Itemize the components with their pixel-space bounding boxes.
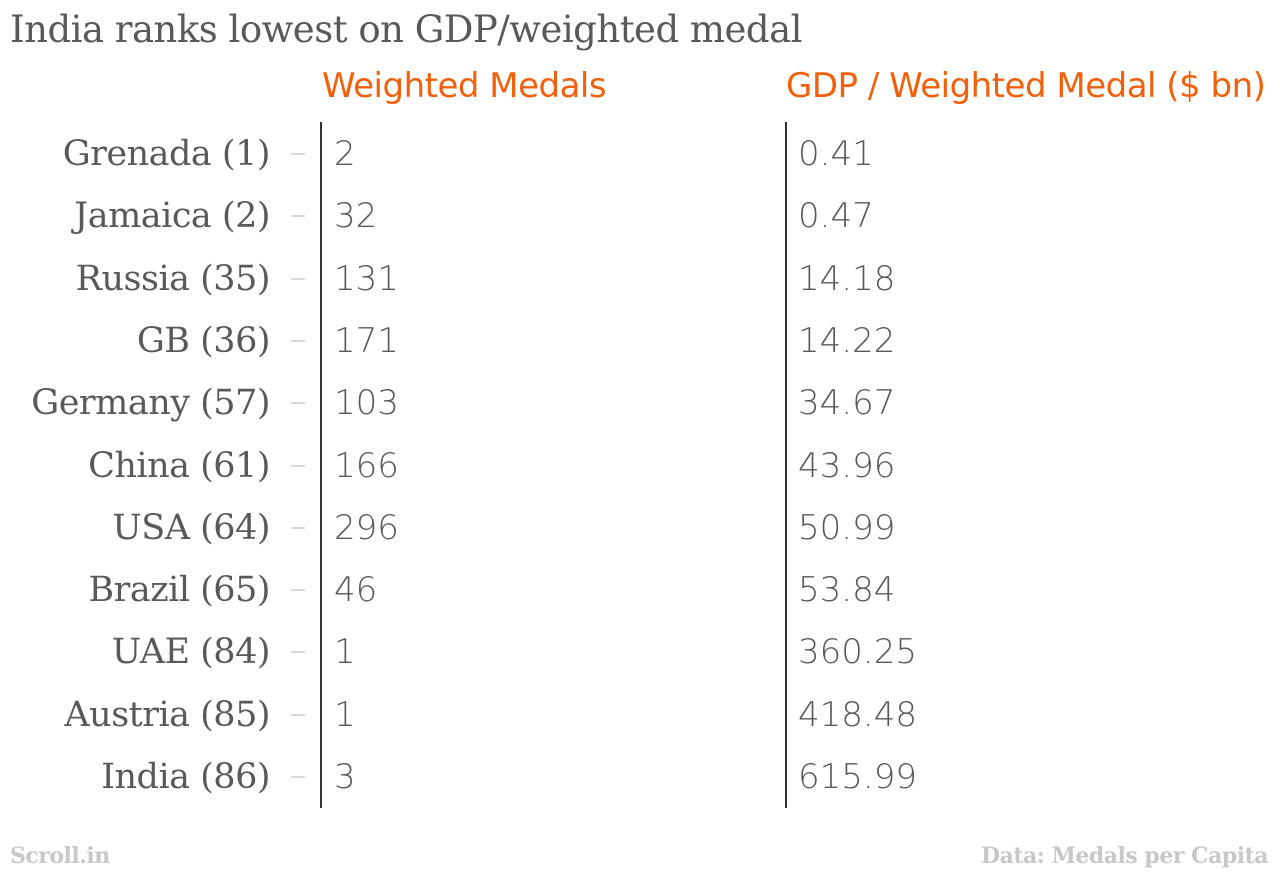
row-tick xyxy=(291,153,305,155)
row-label: Austria (85) xyxy=(64,694,270,735)
gdp-per-medal-value: 43.96 xyxy=(798,445,896,486)
row-tick xyxy=(291,339,305,342)
row-label: China (61) xyxy=(88,445,270,486)
table-row: USA (64) 296 50.99 xyxy=(0,497,1280,559)
table-row: UAE (84) 1 360.25 xyxy=(0,621,1280,683)
table-row: Jamaica (2) 32 0.47 xyxy=(0,185,1280,247)
table-row: China (61) 166 43.96 xyxy=(0,435,1280,497)
row-tick xyxy=(291,277,305,280)
weighted-medals-value: 32 xyxy=(334,196,378,237)
table-row: Austria (85) 1 418.48 xyxy=(0,684,1280,746)
row-label: USA (64) xyxy=(112,507,270,548)
row-label: Grenada (1) xyxy=(62,134,271,174)
row-label: Germany (57) xyxy=(31,383,270,424)
weighted-medals-value: 171 xyxy=(334,320,399,361)
gdp-per-medal-value: 360.25 xyxy=(798,632,917,673)
table-row: Germany (57) 103 34.67 xyxy=(0,372,1280,434)
row-tick xyxy=(291,713,305,716)
column-header-gdp-per-medal: GDP / Weighted Medal ($ bn) xyxy=(786,66,1266,106)
row-label: UAE (84) xyxy=(111,632,271,673)
gdp-per-medal-value: 418.48 xyxy=(798,694,917,735)
row-tick xyxy=(291,464,305,467)
weighted-medals-value: 2 xyxy=(334,134,356,174)
weighted-medals-value: 46 xyxy=(334,570,378,611)
row-tick xyxy=(291,402,305,405)
row-label: Jamaica (2) xyxy=(74,196,270,237)
table-row: Grenada (1) 2 0.41 xyxy=(0,123,1280,185)
gdp-per-medal-value: 34.67 xyxy=(798,383,896,424)
row-tick xyxy=(291,776,305,778)
gdp-per-medal-value: 14.22 xyxy=(798,320,896,361)
table-row: GB (36) 171 14.22 xyxy=(0,310,1280,372)
source-credit: Scroll.in xyxy=(10,843,110,869)
row-label: Russia (35) xyxy=(75,258,271,299)
row-tick xyxy=(291,651,305,654)
weighted-medals-value: 1 xyxy=(334,694,356,735)
weighted-medals-value: 103 xyxy=(334,383,399,424)
row-label: GB (36) xyxy=(136,320,271,361)
gdp-per-medal-value: 0.41 xyxy=(798,134,874,174)
gdp-per-medal-value: 0.47 xyxy=(798,196,874,237)
table-row: Russia (35) 131 14.18 xyxy=(0,248,1280,310)
table-row: India (86) 3 615.99 xyxy=(0,746,1280,808)
gdp-per-medal-value: 615.99 xyxy=(798,757,917,797)
row-tick xyxy=(291,589,305,592)
row-label: Brazil (65) xyxy=(88,570,270,611)
row-tick xyxy=(291,215,305,218)
table-row: Brazil (65) 46 53.84 xyxy=(0,559,1280,621)
row-label: India (86) xyxy=(101,757,270,797)
weighted-medals-value: 166 xyxy=(334,445,399,486)
weighted-medals-value: 296 xyxy=(334,507,399,548)
gdp-per-medal-value: 53.84 xyxy=(798,570,896,611)
data-source: Data: Medals per Capita xyxy=(981,843,1268,869)
axis-line-gdp-per-medal xyxy=(785,122,787,808)
weighted-medals-value: 1 xyxy=(334,632,356,673)
axis-line-weighted-medals xyxy=(320,122,322,808)
chart-title: India ranks lowest on GDP/weighted medal xyxy=(10,8,802,51)
gdp-per-medal-value: 14.18 xyxy=(798,258,896,299)
row-tick xyxy=(291,526,305,529)
weighted-medals-value: 131 xyxy=(334,258,399,299)
column-header-weighted-medals: Weighted Medals xyxy=(322,66,607,106)
gdp-per-medal-value: 50.99 xyxy=(798,507,896,548)
weighted-medals-value: 3 xyxy=(334,757,356,797)
